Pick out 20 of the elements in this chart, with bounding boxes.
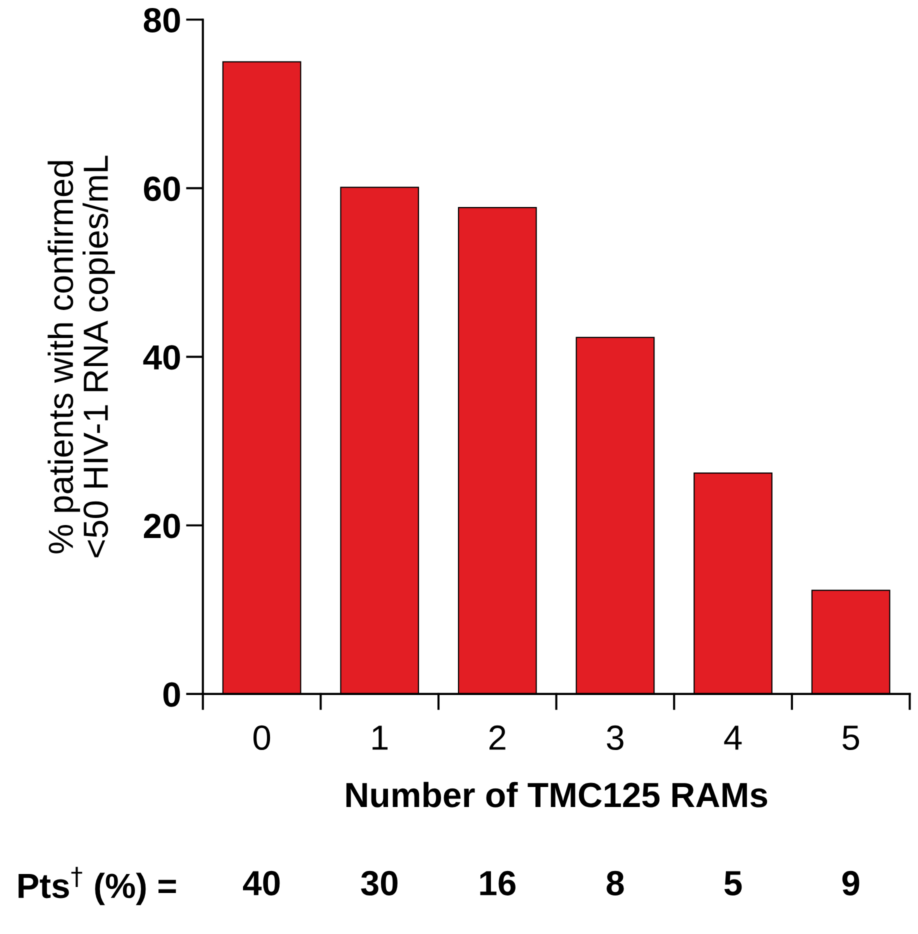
y-tick-label: 80 <box>144 8 180 33</box>
x-tick-label: 2 <box>489 725 506 750</box>
x-tick-label: 1 <box>372 726 388 750</box>
text: 40 <box>243 870 280 896</box>
x-tick-label: 4 <box>724 726 742 750</box>
y-tick-label: 40 <box>143 345 180 370</box>
y-tick-label: 0 <box>163 682 180 707</box>
y-tick-label: 20 <box>144 514 180 538</box>
text: 5 <box>724 871 742 896</box>
x-tick-label: 0 <box>253 725 270 750</box>
y-axis-title: % patients with confirmed <50 HIV-1 RNA copies/mL <box>48 156 115 558</box>
text: Pts$^{†}$ (%) = <box>18 866 176 906</box>
y-tick-label: 60 <box>144 176 180 202</box>
text: 8 <box>606 870 624 896</box>
x-tick-label: 5 <box>842 726 860 750</box>
text: 30 <box>361 870 398 896</box>
x-tick-label: 3 <box>606 725 624 750</box>
text: 16 <box>480 870 516 896</box>
x-axis-title: Number of TMC125 RAMs <box>346 782 768 808</box>
text: 9 <box>842 870 860 896</box>
